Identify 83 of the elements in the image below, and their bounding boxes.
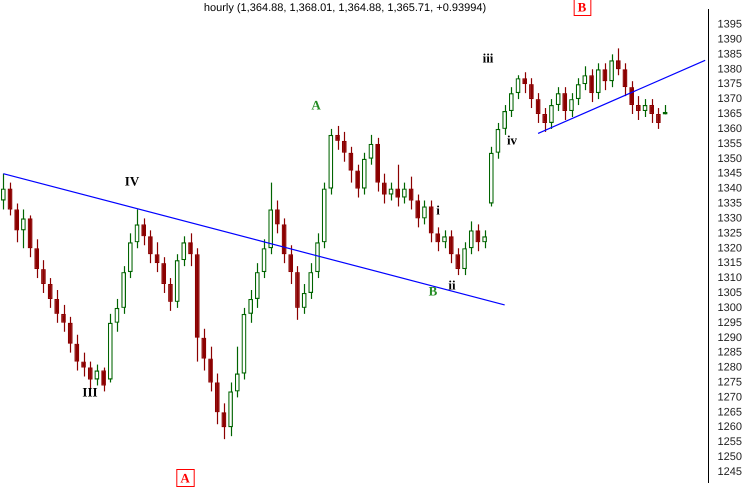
y-tick-label: 1250	[718, 451, 742, 464]
candlestick	[161, 256, 166, 294]
candlestick	[395, 164, 400, 208]
candlestick	[596, 62, 601, 100]
y-tick-label: 1380	[718, 63, 742, 76]
y-tick-label: 1370	[718, 93, 742, 106]
annotation: ii	[448, 277, 456, 292]
candlestick	[234, 346, 240, 398]
candlestick	[68, 316, 73, 354]
y-tick-label: 1300	[718, 302, 742, 314]
y-tick-label: 1355	[718, 138, 742, 150]
candlestick	[34, 238, 40, 279]
annotation: IV	[124, 173, 140, 188]
y-tick-label: 1270	[718, 391, 742, 404]
candlestick	[74, 334, 80, 372]
candlestick	[288, 244, 294, 285]
y-tick-label: 1265	[718, 406, 742, 418]
y-tick-label: 1335	[718, 198, 742, 210]
y-tick-label: 1395	[718, 18, 742, 31]
y-tick-label: 1275	[718, 376, 742, 388]
y-tick-label: 1320	[718, 242, 742, 254]
candlestick	[1, 173, 6, 210]
y-tick-label: 1305	[718, 287, 742, 300]
candlestick	[181, 236, 186, 267]
candlestick	[556, 86, 560, 112]
annotation: A	[311, 97, 322, 112]
y-tick-label: 1315	[718, 257, 742, 270]
y-tick-label: 1385	[718, 48, 742, 60]
candlestick	[542, 107, 548, 132]
candlestick	[576, 78, 581, 106]
candlestick	[48, 277, 52, 308]
candlestick	[302, 283, 306, 314]
y-tick-label: 1340	[718, 182, 742, 195]
y-tick-label: 1260	[718, 421, 742, 434]
y-tick-label: 1310	[718, 272, 742, 284]
annotation: iii	[482, 50, 494, 66]
candlestick	[382, 173, 387, 204]
y-tick-label: 1325	[718, 227, 742, 240]
candlestick	[248, 289, 253, 324]
candlestick	[636, 96, 641, 121]
candlestick	[202, 328, 206, 372]
candlestick	[616, 48, 621, 76]
candlestick	[308, 262, 314, 300]
candlestick	[88, 360, 93, 390]
candlestick	[141, 218, 146, 246]
candlestick	[649, 98, 654, 124]
annotation: A	[180, 470, 190, 486]
y-tick-label: 1330	[718, 212, 742, 224]
chart-title: hourly (1,364.88, 1,368.01, 1,364.88, 1,365.71, +0.93994)	[204, 2, 486, 14]
candlestick	[54, 289, 60, 324]
annotation: B	[428, 283, 438, 298]
y-tick-label: 1295	[718, 316, 742, 329]
annotation: i	[436, 202, 440, 218]
y-tick-label: 1350	[718, 152, 742, 165]
candlestick	[435, 226, 440, 252]
y-tick-label: 1280	[718, 362, 742, 374]
candlestick	[342, 131, 347, 162]
candlestick	[502, 104, 507, 136]
candlestick	[562, 86, 568, 121]
candlestick	[468, 220, 474, 255]
y-tick-label: 1390	[718, 33, 742, 46]
y-tick-label: 1285	[718, 346, 742, 359]
candlestick	[448, 230, 454, 264]
y-tick-label: 1375	[718, 78, 742, 90]
annotation: III	[82, 384, 98, 400]
y-tick-label: 1345	[718, 168, 742, 180]
candlestick	[101, 366, 106, 392]
candlestick	[14, 202, 20, 243]
y-tick-label: 1360	[718, 122, 742, 135]
y-tick-label: 1365	[718, 108, 742, 120]
candlestick	[509, 86, 514, 118]
y-tick-label: 1245	[718, 466, 742, 478]
candlestick	[456, 248, 460, 276]
candlestick	[415, 194, 420, 228]
candlestick	[94, 364, 100, 386]
annotation: B	[578, 0, 587, 14]
candlestick	[522, 72, 528, 94]
candlestick	[582, 66, 588, 91]
annotation: iv	[506, 132, 518, 148]
candlestick	[656, 107, 661, 130]
candlestick	[629, 80, 634, 115]
y-tick-label: 1290	[718, 332, 742, 344]
y-tick-label: 1255	[718, 436, 742, 448]
